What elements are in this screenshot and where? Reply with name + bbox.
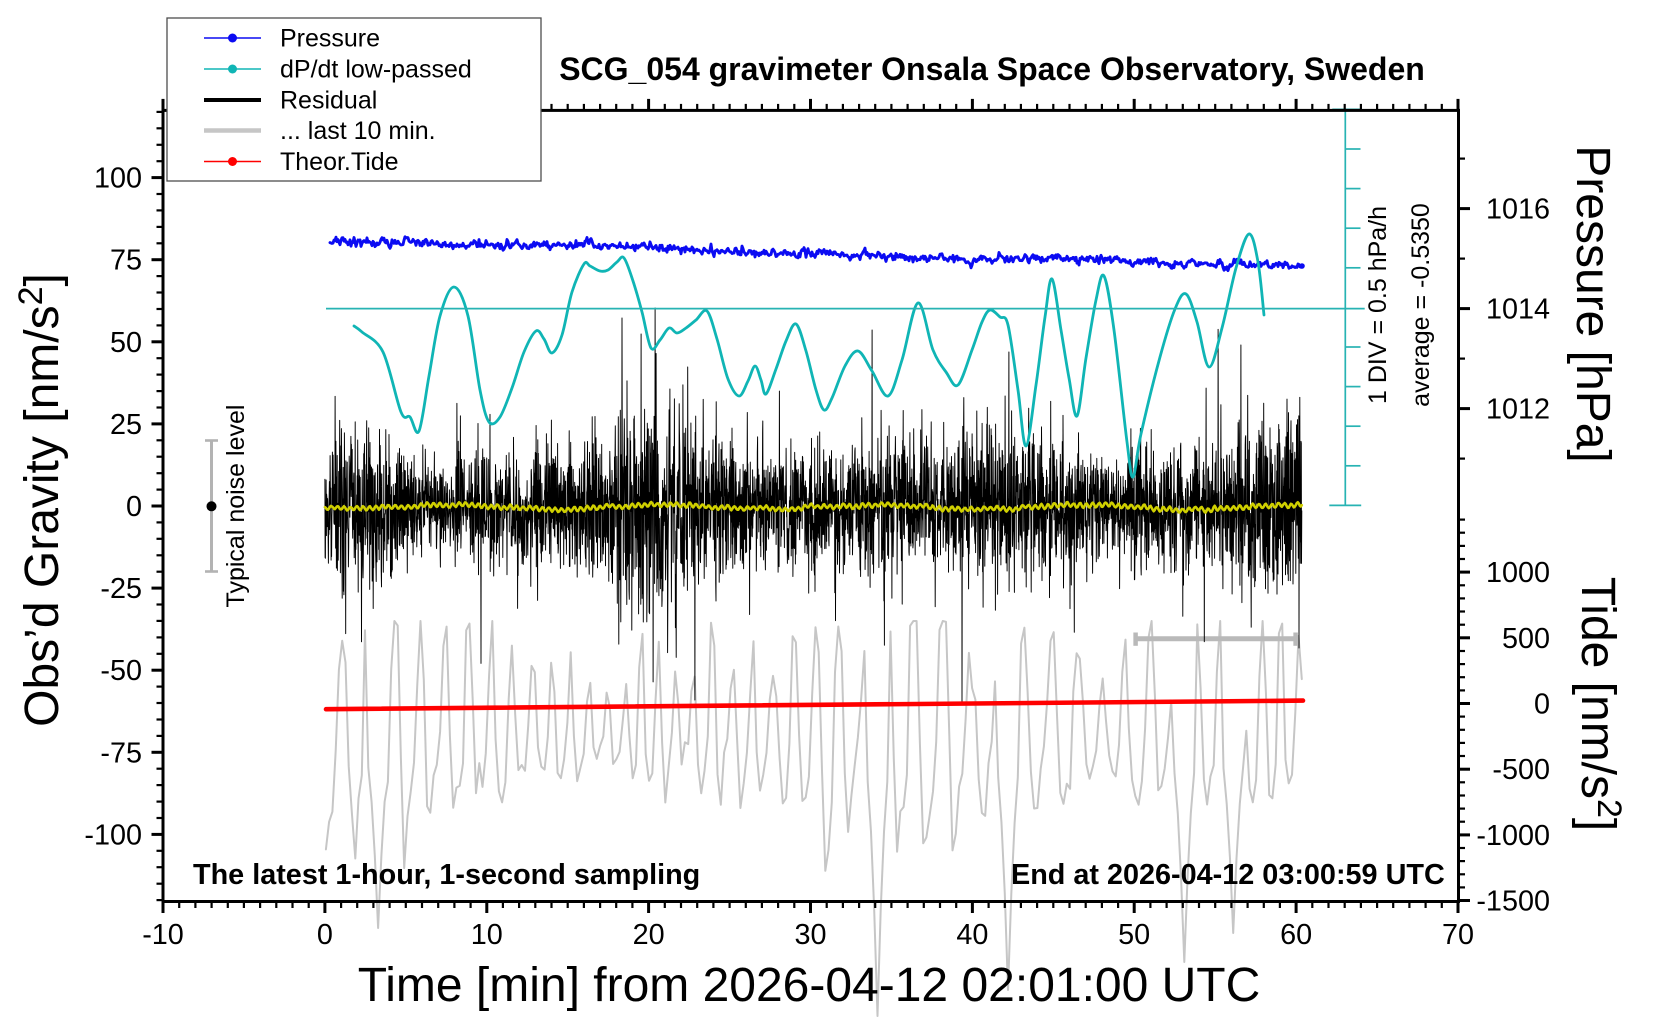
svg-text:Pressure: Pressure bbox=[280, 25, 380, 53]
svg-text:25: 25 bbox=[110, 409, 142, 441]
svg-text:The latest 1-hour, 1-second sa: The latest 1-hour, 1-second sampling bbox=[193, 859, 700, 891]
svg-text:50: 50 bbox=[110, 327, 142, 359]
svg-text:60: 60 bbox=[1280, 919, 1312, 951]
svg-text:1016: 1016 bbox=[1486, 194, 1550, 226]
svg-text:-25: -25 bbox=[100, 573, 142, 605]
svg-text:Theor.Tide: Theor.Tide bbox=[280, 148, 399, 176]
svg-text:100: 100 bbox=[94, 163, 142, 195]
svg-text:End at 2026-04-12 03:00:59 UTC: End at 2026-04-12 03:00:59 UTC bbox=[1011, 859, 1445, 891]
svg-text:-75: -75 bbox=[100, 737, 142, 769]
svg-text:Typical noise level: Typical noise level bbox=[222, 405, 250, 608]
svg-text:Pressure [hPa]: Pressure [hPa] bbox=[1566, 145, 1619, 462]
svg-text:30: 30 bbox=[794, 919, 826, 951]
svg-text:0: 0 bbox=[317, 919, 333, 951]
svg-text:0: 0 bbox=[126, 491, 142, 523]
svg-text:SCG_054 gravimeter Onsala Spac: SCG_054 gravimeter Onsala Space Observat… bbox=[559, 51, 1425, 87]
svg-text:Tide [nm/s2]: Tide [nm/s2] bbox=[1571, 577, 1628, 832]
svg-text:1012: 1012 bbox=[1486, 394, 1550, 426]
svg-text:70: 70 bbox=[1442, 919, 1474, 951]
svg-text:500: 500 bbox=[1502, 623, 1550, 655]
svg-text:-10: -10 bbox=[142, 919, 184, 951]
svg-text:1 DIV = 0.5 hPa/h: 1 DIV = 0.5 hPa/h bbox=[1364, 206, 1392, 404]
svg-text:Time [min] from 2026-04-12 02:: Time [min] from 2026-04-12 02:01:00 UTC bbox=[358, 959, 1261, 1012]
svg-text:40: 40 bbox=[956, 919, 988, 951]
svg-text:50: 50 bbox=[1118, 919, 1150, 951]
svg-text:average = -0.5350: average = -0.5350 bbox=[1407, 203, 1435, 407]
svg-text:-50: -50 bbox=[100, 655, 142, 687]
svg-text:... last 10 min.: ... last 10 min. bbox=[280, 117, 436, 145]
svg-text:-1000: -1000 bbox=[1476, 820, 1550, 852]
svg-text:Obs’d Gravity [nm/s2]: Obs’d Gravity [nm/s2] bbox=[12, 273, 69, 727]
svg-text:-500: -500 bbox=[1492, 754, 1550, 786]
svg-text:1000: 1000 bbox=[1486, 557, 1550, 589]
svg-text:-1500: -1500 bbox=[1476, 886, 1550, 918]
svg-text:75: 75 bbox=[110, 245, 142, 277]
svg-text:10: 10 bbox=[471, 919, 503, 951]
svg-text:Residual: Residual bbox=[280, 87, 377, 115]
svg-text:0: 0 bbox=[1534, 689, 1550, 721]
svg-text:dP/dt low-passed: dP/dt low-passed bbox=[280, 56, 472, 84]
svg-text:-100: -100 bbox=[84, 819, 142, 851]
svg-text:20: 20 bbox=[633, 919, 665, 951]
svg-text:1014: 1014 bbox=[1486, 294, 1550, 326]
